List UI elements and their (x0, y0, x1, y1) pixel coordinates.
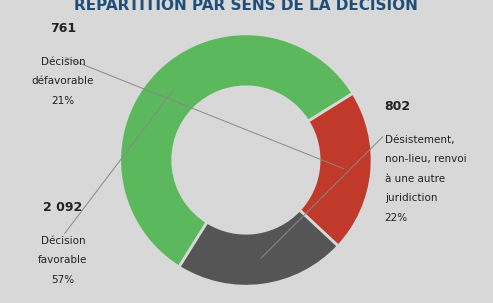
Text: Désistement,: Désistement, (385, 135, 454, 145)
Text: défavorable: défavorable (32, 76, 94, 86)
Wedge shape (179, 210, 338, 286)
Wedge shape (299, 93, 372, 246)
Wedge shape (120, 34, 353, 267)
Text: 21%: 21% (51, 96, 74, 106)
Text: Décision: Décision (40, 57, 85, 67)
Text: 57%: 57% (51, 275, 74, 285)
Text: 22%: 22% (385, 213, 408, 223)
Text: non-lieu, renvoi: non-lieu, renvoi (385, 154, 466, 164)
Text: 2 092: 2 092 (43, 201, 82, 214)
Text: juridiction: juridiction (385, 194, 437, 204)
Text: à une autre: à une autre (385, 174, 445, 184)
Text: 802: 802 (385, 100, 411, 113)
Title: RÉPARTITION PAR SENS DE LA DÉCISION: RÉPARTITION PAR SENS DE LA DÉCISION (74, 0, 418, 13)
Text: 761: 761 (50, 22, 76, 35)
Text: favorable: favorable (38, 255, 88, 265)
Text: Décision: Décision (40, 236, 85, 246)
